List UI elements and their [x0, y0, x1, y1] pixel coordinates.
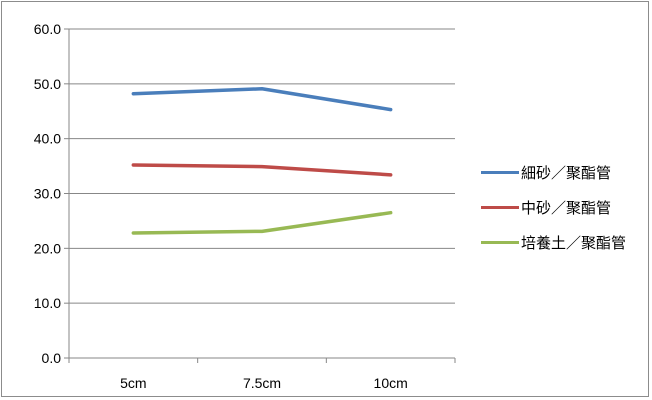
legend-label-series-3: 培養土／聚酯管: [521, 234, 627, 252]
x-tick-label-1: 7.5cm: [243, 375, 281, 391]
y-tick-label-0: 0.0: [42, 350, 62, 366]
y-axis-tick-labels: 0.0 10.0 20.0 30.0 40.0 50.0 60.0: [34, 21, 61, 366]
x-tick-label-0: 5cm: [120, 375, 146, 391]
x-axis-tick-labels: 5cm 7.5cm 10cm: [120, 375, 408, 391]
legend-swatch-series-1: [481, 171, 519, 174]
series-line-3: [131, 210, 393, 235]
legend-swatch-series-2: [481, 206, 519, 209]
series-line-2: [131, 163, 393, 177]
legend-item-series-1: 細砂／聚酯管: [481, 160, 626, 185]
y-tick-label-6: 60.0: [34, 21, 61, 37]
y-tick-label-5: 50.0: [34, 76, 61, 92]
y-tick-label-1: 10.0: [34, 295, 61, 311]
y-tick-label-3: 30.0: [34, 186, 61, 202]
legend: 細砂／聚酯管 中砂／聚酯管 培養土／聚酯管: [481, 160, 626, 265]
legend-swatch-series-3: [481, 241, 519, 244]
series-line-1: [131, 87, 393, 112]
legend-item-series-2: 中砂／聚酯管: [481, 195, 626, 220]
y-tick-label-4: 40.0: [34, 131, 61, 147]
x-tick-label-2: 10cm: [374, 375, 408, 391]
legend-label-series-2: 中砂／聚酯管: [521, 199, 612, 217]
y-tick-label-2: 20.0: [34, 240, 61, 256]
legend-item-series-3: 培養土／聚酯管: [481, 230, 626, 255]
axes: [64, 28, 456, 363]
legend-label-series-1: 細砂／聚酯管: [521, 164, 612, 182]
series-lines: [131, 87, 393, 235]
gridlines: [69, 28, 455, 304]
